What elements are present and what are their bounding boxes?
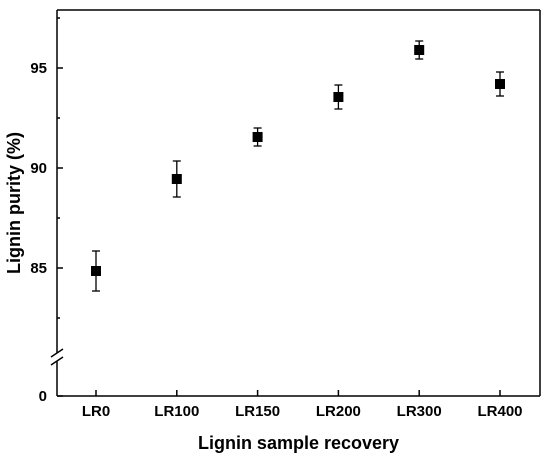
- data-point-group: [333, 84, 344, 110]
- x-axis-title: Lignin sample recovery: [198, 433, 399, 453]
- data-point: [414, 45, 425, 55]
- y-tick-label: 90: [30, 160, 47, 177]
- x-tick-label: LR150: [235, 403, 280, 420]
- data-point: [91, 266, 101, 276]
- data-point-group: [171, 160, 182, 198]
- x-tick-label: LR0: [82, 403, 110, 420]
- data-point: [252, 132, 263, 142]
- x-tick-label: LR100: [154, 403, 199, 420]
- data-point-group: [495, 71, 505, 97]
- data-point-group: [252, 127, 263, 147]
- x-tick-label: LR400: [477, 403, 522, 420]
- data-marks: [91, 40, 505, 292]
- data-point-group: [414, 40, 425, 60]
- axis-break-mark: [50, 348, 64, 358]
- axes: 0 85 90 95 LR0 LR100 LR150 LR200 LR300 LR400: [30, 9, 541, 420]
- x-tick-label: LR200: [316, 403, 361, 420]
- data-point: [171, 174, 182, 184]
- axis-break-mark: [50, 356, 64, 366]
- data-point-group: [91, 250, 101, 292]
- y-tick-label: 85: [30, 260, 47, 277]
- y-axis-title: Lignin purity (%): [4, 132, 24, 274]
- data-point: [495, 79, 505, 89]
- y-tick-label: 95: [30, 60, 47, 77]
- data-point: [333, 92, 344, 102]
- x-tick-label: LR300: [397, 403, 442, 420]
- y-tick-label: 0: [39, 388, 47, 405]
